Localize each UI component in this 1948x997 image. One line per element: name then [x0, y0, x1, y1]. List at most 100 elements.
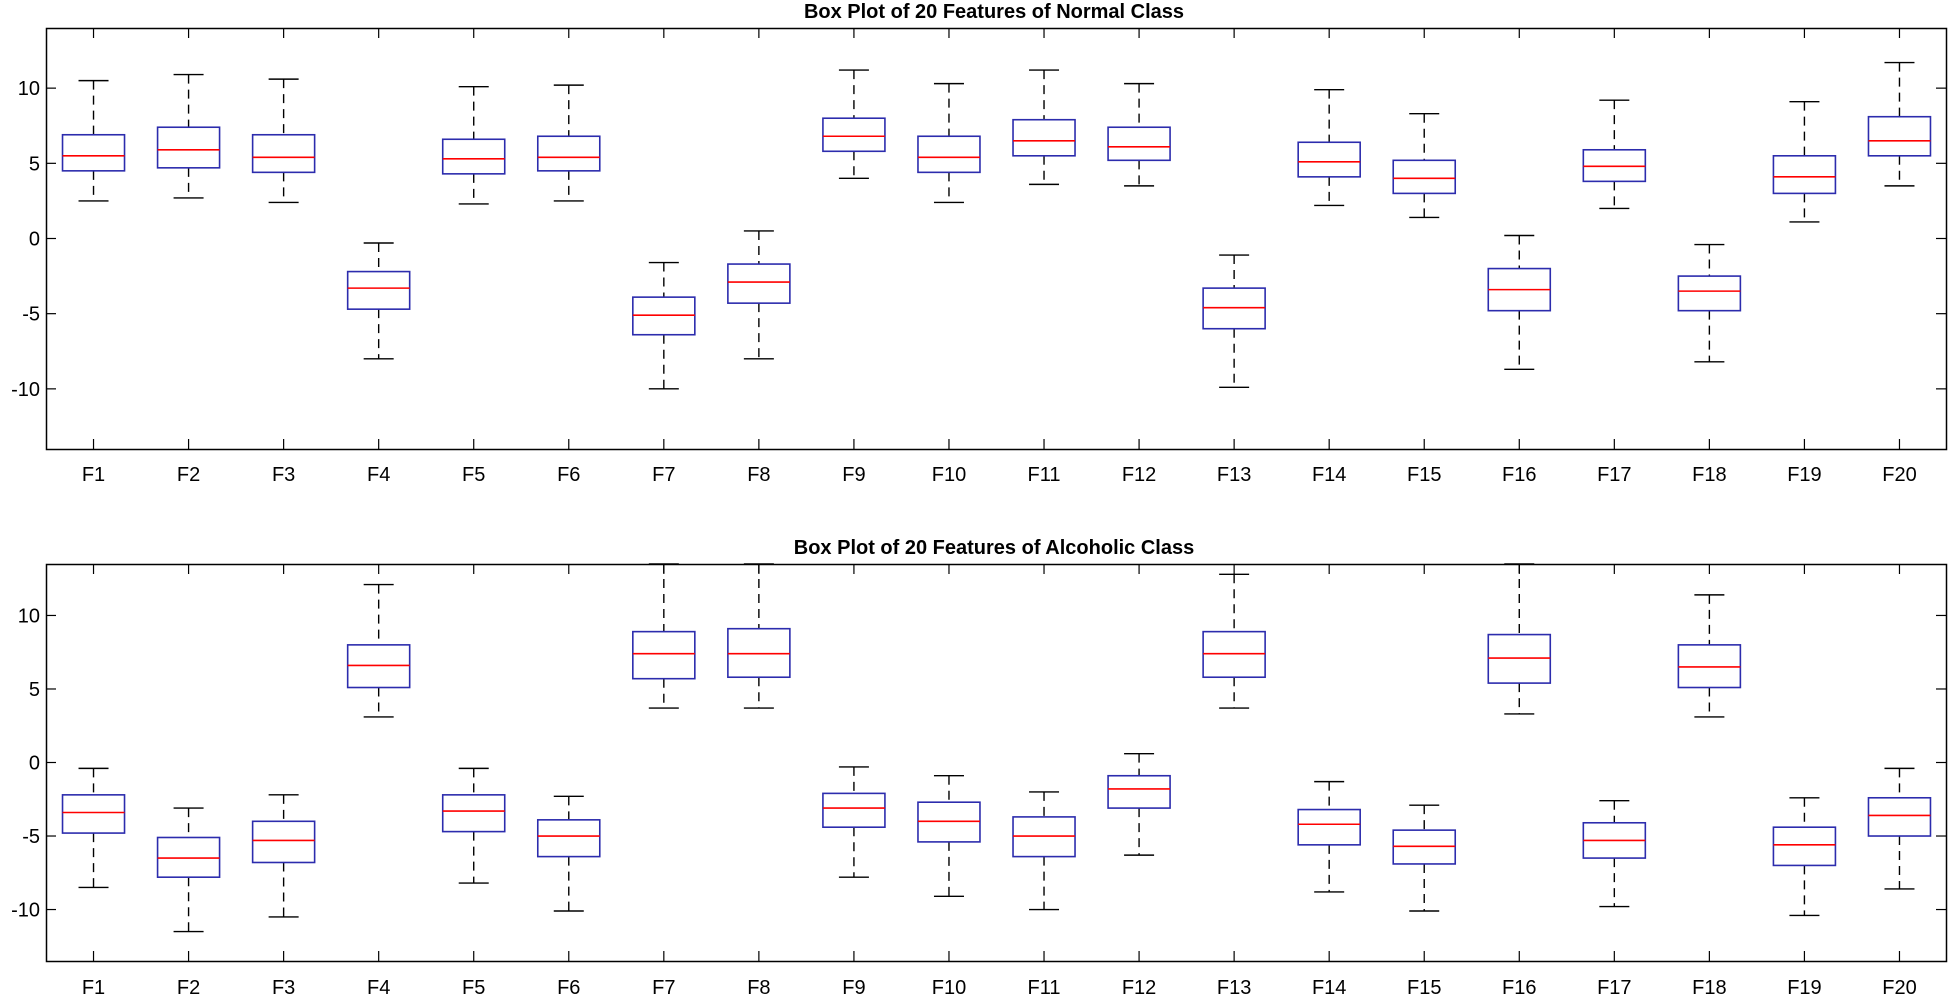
y-tick-label: 10	[18, 605, 40, 627]
box-f5	[441, 28, 506, 449]
box-f9	[822, 564, 886, 961]
x-tick-label: F8	[747, 464, 770, 486]
x-tick-label: F16	[1502, 464, 1536, 486]
box-f6	[536, 564, 601, 961]
box-body	[917, 135, 981, 174]
x-tick-label: F1	[82, 464, 105, 486]
y-tick-label: 5	[29, 679, 40, 701]
y-tick-label: -5	[22, 304, 40, 326]
y-tick-label: -5	[22, 826, 40, 848]
box-f3	[251, 564, 316, 961]
box-f2	[156, 28, 221, 449]
box-f19	[1772, 564, 1837, 961]
x-tick-label: F8	[747, 977, 770, 997]
box-f20	[1867, 564, 1932, 961]
x-tick-label: F6	[557, 464, 580, 486]
box-f14	[1297, 28, 1361, 449]
box-body	[536, 819, 601, 858]
x-tick-label: F11	[1028, 977, 1061, 997]
box-f3	[251, 28, 316, 449]
y-tick-label: -10	[11, 900, 40, 922]
box-body	[632, 630, 696, 680]
box-f10	[917, 28, 981, 449]
x-tick-label: F6	[557, 977, 580, 997]
box-body	[1392, 159, 1457, 195]
box-body	[1107, 774, 1171, 809]
box-body	[1677, 275, 1742, 312]
box-f11	[1012, 564, 1076, 961]
box-f10	[917, 564, 981, 961]
box-f4	[346, 564, 411, 961]
x-tick-label: F19	[1787, 977, 1821, 997]
x-tick-label: F17	[1597, 977, 1631, 997]
box-f12	[1107, 28, 1171, 449]
y-tick-label: 0	[29, 229, 40, 251]
box-f16	[1487, 28, 1552, 449]
x-tick-label: F18	[1692, 464, 1726, 486]
box-f12	[1107, 564, 1171, 961]
x-tick-label: F20	[1882, 977, 1916, 997]
alcoholic-class-boxplot: Box Plot of 20 Features of Alcoholic Cla…	[11, 537, 1948, 997]
axes-frame	[45, 563, 1948, 963]
x-tick-label: F3	[272, 464, 295, 486]
box-body	[251, 133, 316, 174]
x-tick-label: F4	[367, 977, 390, 997]
axes-frame	[45, 27, 1948, 451]
x-tick-label: F2	[177, 977, 200, 997]
box-f17	[1582, 28, 1647, 449]
x-tick-label: F11	[1028, 464, 1061, 486]
box-f4	[346, 28, 411, 449]
box-f16	[1487, 563, 1552, 961]
normal-class-boxplot: Box Plot of 20 Features of Normal Class …	[11, 1, 1948, 486]
x-tick-label: F9	[842, 977, 865, 997]
x-tick-label: F4	[367, 464, 390, 486]
x-tick-label: F15	[1407, 464, 1441, 486]
box-f1	[61, 564, 126, 961]
box-f20	[1867, 28, 1932, 449]
box-f17	[1582, 564, 1647, 961]
x-tick-label: F10	[932, 977, 966, 997]
x-tick-label: F5	[462, 977, 485, 997]
box-f7	[632, 563, 696, 961]
x-tick-label: F5	[462, 464, 485, 486]
box-f1	[61, 28, 126, 449]
box-body	[1867, 796, 1932, 837]
x-tick-label: F1	[82, 977, 105, 997]
box-body	[251, 820, 316, 864]
box-f15	[1392, 28, 1457, 449]
box-body	[346, 270, 411, 310]
box-f8	[727, 28, 791, 449]
x-tick-label: F17	[1597, 464, 1631, 486]
y-tick-label: 10	[18, 78, 40, 100]
box-f7	[632, 28, 696, 449]
box-body	[156, 126, 221, 169]
box-body	[441, 794, 506, 833]
x-tick-label: F9	[842, 464, 865, 486]
box-f19	[1772, 28, 1837, 449]
x-tick-label: F14	[1312, 464, 1346, 486]
x-tick-label: F3	[272, 977, 295, 997]
box-f15	[1392, 564, 1457, 961]
x-tick-label: F13	[1217, 977, 1251, 997]
box-f8	[727, 563, 791, 961]
box-body	[441, 138, 506, 175]
box-f5	[441, 564, 506, 961]
box-body	[1297, 141, 1361, 178]
box-body	[727, 263, 791, 304]
box-body	[536, 135, 601, 172]
x-tick-label: F10	[932, 464, 966, 486]
x-tick-label: F2	[177, 464, 200, 486]
x-tick-label: F7	[652, 977, 675, 997]
box-f6	[536, 28, 601, 449]
x-tick-label: F12	[1122, 977, 1156, 997]
box-body	[822, 792, 886, 828]
box-body	[1867, 115, 1932, 157]
box-body	[1107, 126, 1171, 162]
box-body	[1772, 826, 1837, 867]
x-tick-label: F7	[652, 464, 675, 486]
box-f14	[1297, 564, 1361, 961]
box-body	[1772, 155, 1837, 195]
box-body	[61, 133, 126, 172]
x-tick-label: F13	[1217, 464, 1251, 486]
